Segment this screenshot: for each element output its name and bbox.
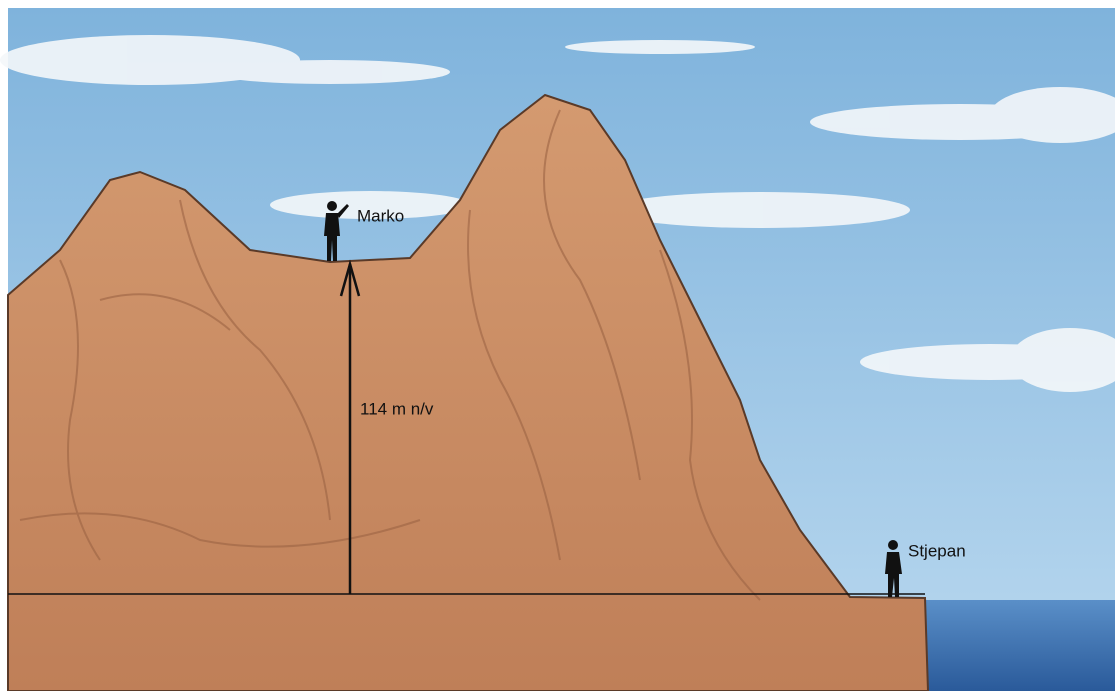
clouds [0,35,1115,392]
sea [925,600,1115,691]
stjepan-figure [885,540,902,597]
stjepan-label: Stjepan [908,541,966,560]
marko-figure [324,201,349,261]
rock-cracks [19,109,761,601]
height-label: 114 m n/v [360,399,434,418]
marko-label: Marko [357,206,404,225]
cliff [7,93,930,691]
arrow-head [339,259,361,297]
